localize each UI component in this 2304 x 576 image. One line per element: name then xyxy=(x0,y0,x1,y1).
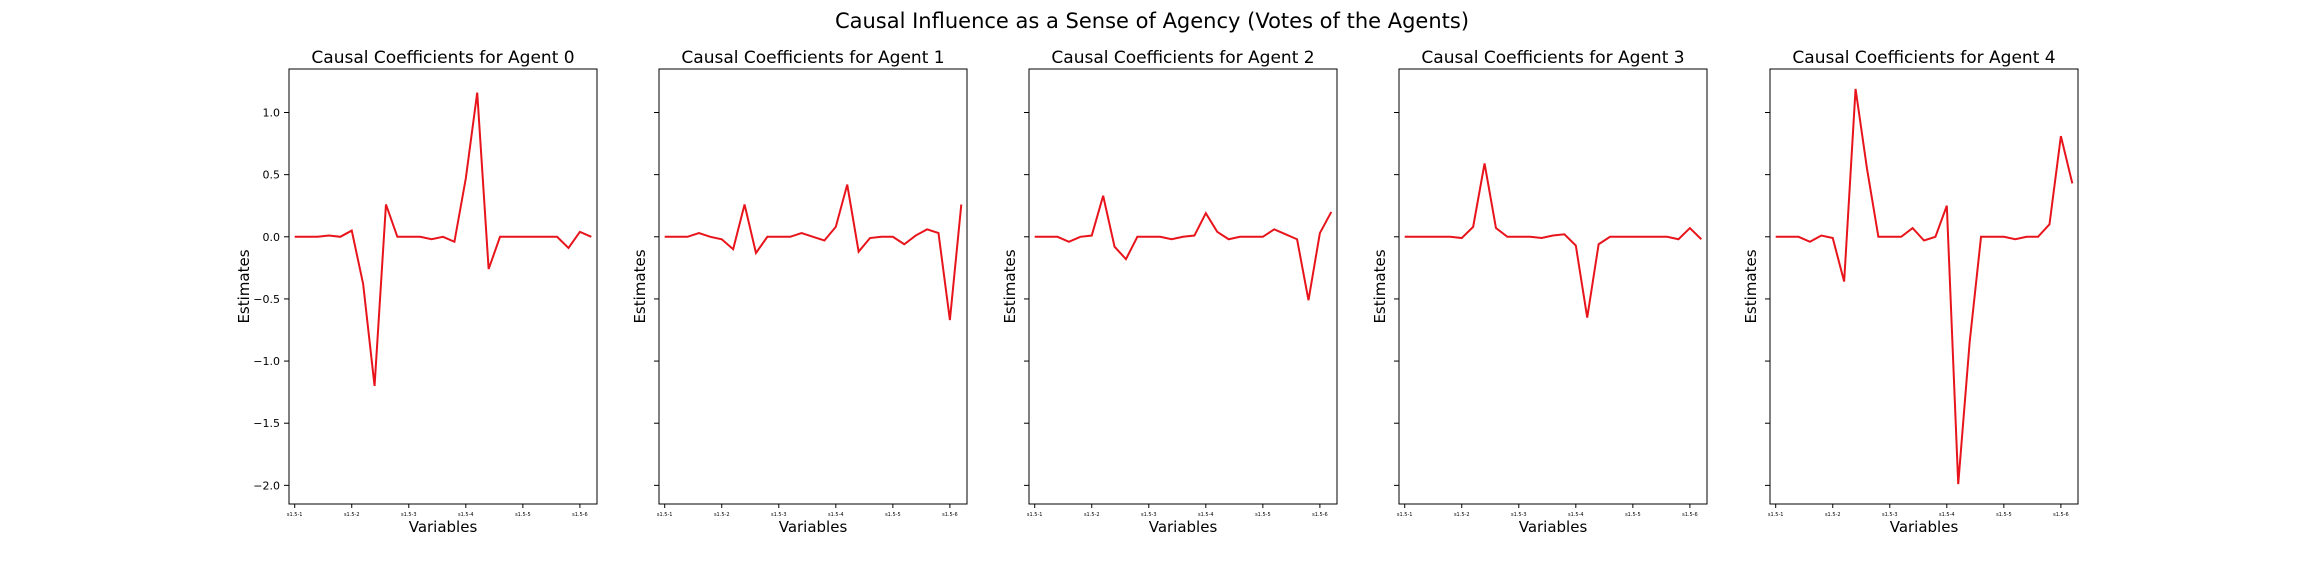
x-axis-label: Variables xyxy=(1890,518,1959,536)
plot-frame xyxy=(1769,68,2079,505)
x-axis-label: Variables xyxy=(1149,518,1218,536)
x-tick-label: s1.5-5 xyxy=(515,512,531,518)
figure-suptitle: Causal Influence as a Sense of Agency (V… xyxy=(835,9,1469,33)
x-tick-label: s1.5-4 xyxy=(828,512,844,518)
x-tick-label: s1.5-4 xyxy=(1198,512,1214,518)
x-tick-label: s1.5-6 xyxy=(1312,512,1328,518)
y-tick-label: −0.5 xyxy=(253,293,280,306)
subplot-agent-0: Causal Coefficients for Agent 0 1.0 0.5 0.0… xyxy=(235,48,598,536)
subplot-panels: Causal Coefficients for Agent 0 1.0 0.5 0.0… xyxy=(235,48,2079,536)
x-tick-label: s1.5-6 xyxy=(2053,512,2069,518)
x-tick-label: s1.5-2 xyxy=(1454,512,1470,518)
x-tick-label: s1.5-2 xyxy=(344,512,360,518)
x-tick-label: s1.5-3 xyxy=(401,512,417,518)
x-tick-label: s1.5-3 xyxy=(1882,512,1898,518)
x-tick-label: s1.5-1 xyxy=(1768,512,1784,518)
subplot-agent-4: Causal Coefficients for Agent 4 s1.5-1 s1.… xyxy=(1742,48,2079,536)
x-tick-label: s1.5-2 xyxy=(1825,512,1841,518)
x-tick-label: s1.5-1 xyxy=(287,512,303,518)
series-line-agent-4 xyxy=(1775,88,2074,485)
series-line-agent-0 xyxy=(294,92,592,387)
x-axis-label: Variables xyxy=(1519,518,1588,536)
subplot-title: Causal Coefficients for Agent 2 xyxy=(1051,48,1314,68)
subplot-agent-1: Causal Coefficients for Agent 1 s1.5-1 s1.… xyxy=(631,48,968,536)
x-axis-label: Variables xyxy=(779,518,848,536)
series-line-agent-1 xyxy=(664,184,963,321)
x-tick-label: s1.5-1 xyxy=(657,512,673,518)
x-tick-label: s1.5-5 xyxy=(1996,512,2012,518)
x-tick-label: s1.5-6 xyxy=(572,512,588,518)
y-tick-label: 0.0 xyxy=(263,231,281,244)
y-axis-label: Estimates xyxy=(1742,249,1760,323)
series-line-agent-2 xyxy=(1034,195,1333,301)
x-tick-label: s1.5-1 xyxy=(1397,512,1413,518)
y-axis-label: Estimates xyxy=(631,249,649,323)
y-axis-label: Estimates xyxy=(1371,249,1389,323)
x-tick-label: s1.5-3 xyxy=(1141,512,1157,518)
x-tick-label: s1.5-3 xyxy=(1511,512,1527,518)
subplot-agent-3: Causal Coefficients for Agent 3 s1.5-1 s1.… xyxy=(1371,48,1708,536)
subplot-agent-2: Causal Coefficients for Agent 2 s1.5-1 s1.… xyxy=(1001,48,1338,536)
x-tick-label: s1.5-4 xyxy=(1939,512,1955,518)
subplot-title: Causal Coefficients for Agent 0 xyxy=(311,48,574,68)
x-tick-label: s1.5-5 xyxy=(1625,512,1641,518)
y-tick-label: −1.0 xyxy=(253,355,280,368)
x-axis-label: Variables xyxy=(409,518,478,536)
x-tick-label: s1.5-5 xyxy=(1255,512,1271,518)
x-tick-label: s1.5-4 xyxy=(458,512,474,518)
x-tick-label: s1.5-6 xyxy=(1682,512,1698,518)
x-tick-label: s1.5-2 xyxy=(1084,512,1100,518)
subplot-title: Causal Coefficients for Agent 4 xyxy=(1792,48,2055,68)
y-tick-label: 0.5 xyxy=(263,169,281,182)
y-axis-label: Estimates xyxy=(1001,249,1019,323)
plot-frame xyxy=(288,68,598,505)
plot-frame xyxy=(658,68,968,505)
x-tick-label: s1.5-2 xyxy=(714,512,730,518)
x-tick-label: s1.5-3 xyxy=(771,512,787,518)
y-axis-label: Estimates xyxy=(235,249,253,323)
subplot-title: Causal Coefficients for Agent 3 xyxy=(1421,48,1684,68)
x-tick-label: s1.5-5 xyxy=(885,512,901,518)
x-tick-label: s1.5-1 xyxy=(1027,512,1043,518)
x-tick-label: s1.5-4 xyxy=(1568,512,1584,518)
plot-frame xyxy=(1398,68,1708,505)
y-tick-label: −1.5 xyxy=(253,417,280,430)
y-tick-label: 1.0 xyxy=(263,107,281,120)
x-tick-label: s1.5-6 xyxy=(942,512,958,518)
subplot-title: Causal Coefficients for Agent 1 xyxy=(681,48,944,68)
series-line-agent-3 xyxy=(1404,163,1702,318)
plot-frame xyxy=(1028,68,1338,505)
y-tick-label: −2.0 xyxy=(253,479,280,492)
